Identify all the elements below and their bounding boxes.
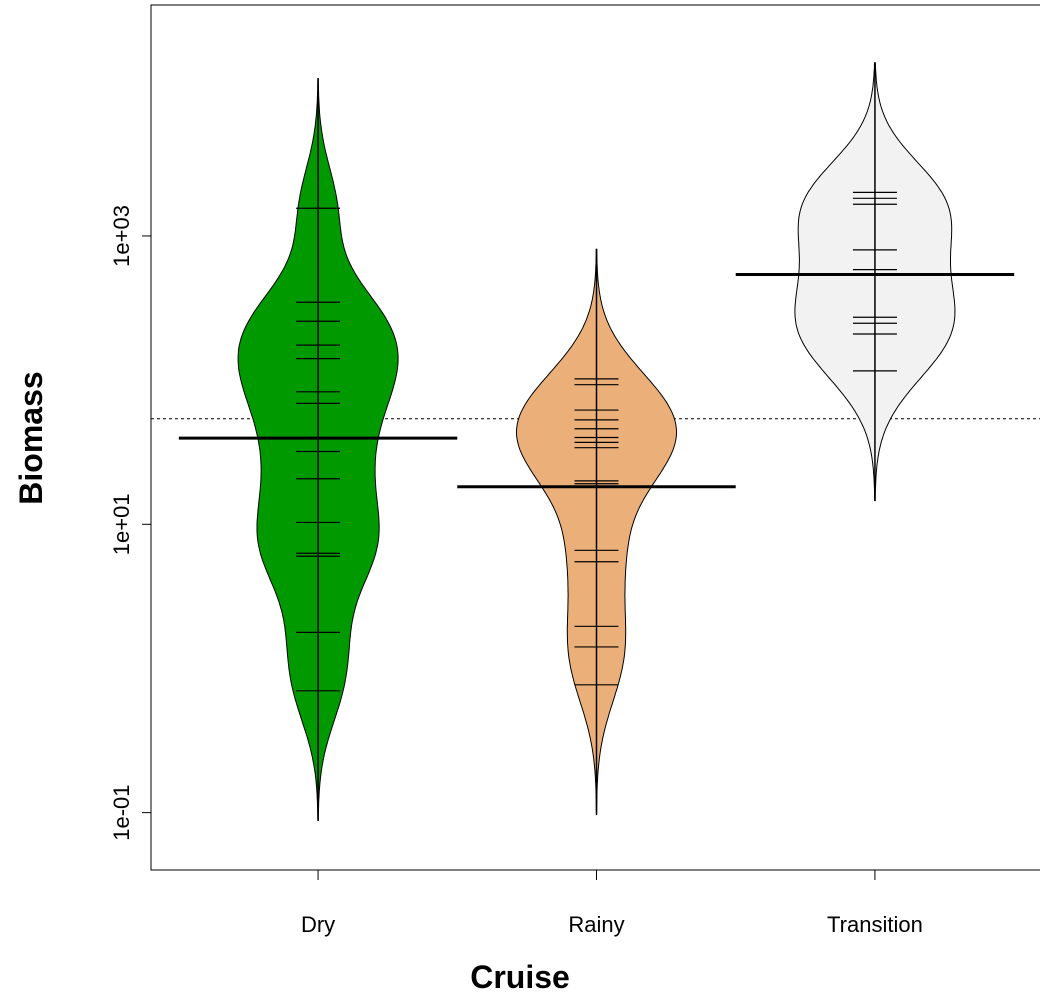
- x-tick-label: Dry: [301, 912, 335, 937]
- y-axis-label: Biomass: [13, 371, 49, 504]
- x-tick-label: Transition: [827, 912, 923, 937]
- y-tick-label: 1e+03: [109, 205, 134, 267]
- y-tick-label: 1e+01: [109, 493, 134, 555]
- y-tick-label: 1e-01: [109, 784, 134, 840]
- x-tick-label: Rainy: [568, 912, 624, 937]
- plot-area: [151, 62, 1040, 821]
- x-axis-label: Cruise: [470, 959, 570, 995]
